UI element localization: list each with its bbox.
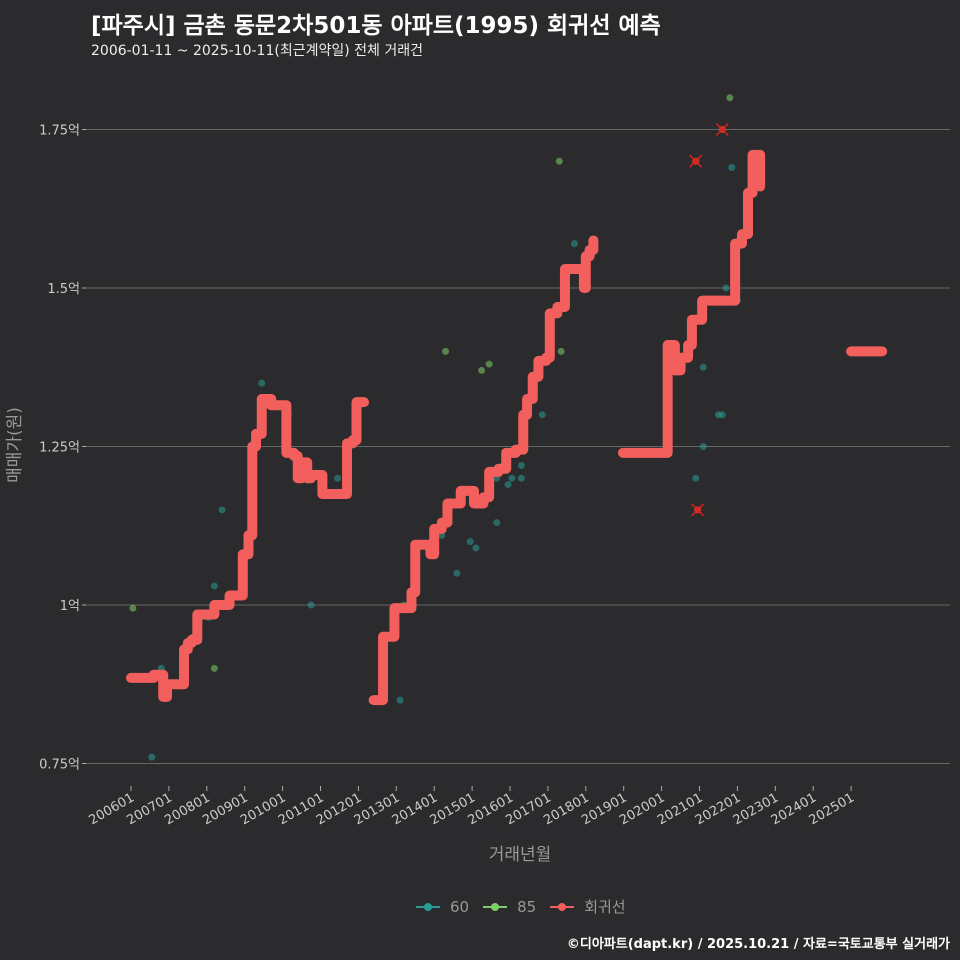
data-point-60 [699, 443, 707, 450]
legend-key-regression [550, 902, 575, 911]
legend-label-regression: 회귀선 [584, 898, 626, 916]
data-point-85 [210, 664, 218, 672]
legend-label-85: 85 [517, 897, 537, 916]
regression-line [126, 393, 370, 702]
regression-line [617, 149, 766, 458]
data-point-60 [728, 164, 736, 172]
data-point-60 [148, 753, 156, 761]
data-point-60 [472, 544, 480, 552]
regression-line [368, 235, 599, 706]
data-point-60 [453, 569, 461, 577]
data-point-60 [396, 696, 404, 704]
data-point-60 [517, 462, 525, 470]
data-point-60 [466, 538, 474, 546]
outlier-x-icon [689, 154, 703, 168]
data-point-60 [517, 474, 525, 482]
data-point-60 [307, 601, 315, 609]
source-credit: ©디아파트(dapt.kr) / 2025.10.21 / 자료=국토교통부 실… [566, 937, 950, 952]
data-point-60 [508, 474, 516, 482]
y-tick-label: 1.75억 [39, 124, 80, 139]
y-tick-label: 1.5억 [47, 282, 80, 297]
y-axis-label: 매매가(원) [5, 407, 25, 483]
y-tick-label: 0.75억 [39, 758, 80, 773]
legend-item-85: 85 [483, 898, 536, 916]
data-point-85 [478, 366, 486, 374]
legend-key-60 [416, 902, 440, 911]
chart-subtitle: 2006-01-11 ~ 2025-10-11(최근계약일) 전체 거래건 [91, 43, 423, 59]
data-point-85 [557, 347, 565, 355]
data-point-60 [504, 481, 512, 489]
y-tick-label: 1.25억 [39, 441, 80, 456]
outlier-x-icon [715, 122, 729, 137]
data-point-60 [334, 474, 342, 482]
data-point-60 [218, 506, 226, 514]
legend-label-60: 60 [450, 897, 470, 916]
data-point-60 [258, 379, 266, 387]
y-tick-label: 1억 [60, 599, 80, 614]
data-point-60 [722, 284, 730, 292]
legend-item-regression: 회귀선 [550, 896, 626, 917]
data-point-85 [485, 360, 493, 368]
x-axis-label: 거래년월 [489, 845, 552, 865]
data-point-60 [692, 474, 700, 482]
data-point-60 [570, 240, 578, 248]
legend: 60 85 회귀선 [416, 896, 632, 917]
data-point-85 [555, 157, 563, 165]
data-point-85 [129, 604, 137, 612]
data-point-60 [493, 519, 501, 527]
data-point-60 [699, 363, 707, 371]
data-point-60 [538, 411, 546, 419]
data-point-85 [442, 347, 450, 355]
chart-title: [파주시] 금촌 동문2차501동 아파트(1995) 회귀선 예측 [91, 13, 661, 39]
data-point-60 [718, 411, 726, 419]
legend-key-85 [483, 902, 508, 911]
data-point-60 [210, 582, 218, 590]
legend-item-60: 60 [416, 898, 469, 916]
data-point-85 [726, 94, 734, 102]
outlier-x-icon [691, 503, 705, 517]
